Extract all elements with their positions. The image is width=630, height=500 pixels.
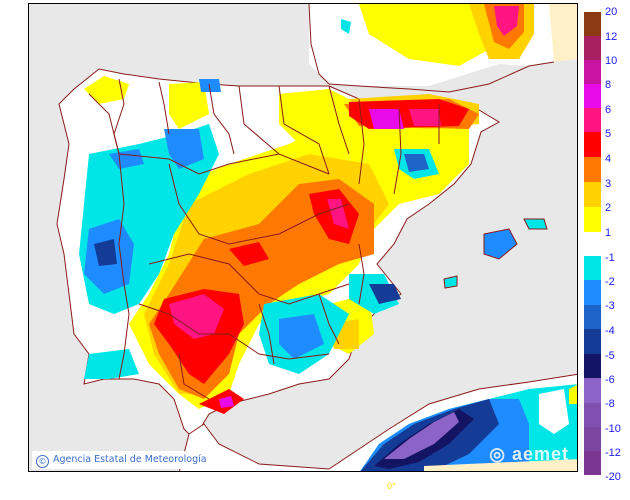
legend-swatch xyxy=(584,36,601,60)
color-legend: 20 12 10 8 6 5 4 3 2 1 -1 -2 -3 -4 -5 -6… xyxy=(582,0,630,500)
credit-label: © Agencia Estatal de Meteorología xyxy=(32,451,211,469)
legend-swatch xyxy=(584,378,601,403)
ibiza xyxy=(443,275,458,289)
legend-label: -12 xyxy=(605,447,621,459)
legend-swatch xyxy=(584,427,601,451)
legend-swatch xyxy=(584,182,601,207)
legend-swatch xyxy=(584,354,601,378)
legend-label: 4 xyxy=(605,153,612,165)
legend-label: -3 xyxy=(605,300,615,312)
legend-label: 6 xyxy=(605,104,612,116)
legend-swatch xyxy=(584,305,601,329)
legend-label: 2 xyxy=(605,202,612,214)
legend-swatch xyxy=(584,60,601,84)
legend-swatch xyxy=(584,451,601,475)
legend-label: -6 xyxy=(605,374,615,386)
aemet-watermark: ◎ aemet xyxy=(489,444,569,464)
legend-swatch xyxy=(584,280,601,305)
mallorca xyxy=(483,228,518,260)
portugal-border xyxy=(88,93,130,380)
legend-label: -5 xyxy=(605,350,615,362)
legend-label: -4 xyxy=(605,325,615,337)
legend-swatch xyxy=(584,12,601,36)
legend-label: 1 xyxy=(605,227,612,239)
legend-swatch xyxy=(584,108,601,132)
legend-label: 8 xyxy=(605,79,612,91)
iberia-anomaly-map xyxy=(56,4,577,471)
copyright-icon: © xyxy=(36,455,49,468)
legend-label: -20 xyxy=(605,471,621,483)
legend-swatch xyxy=(584,132,601,157)
legend-label: -8 xyxy=(605,398,615,410)
legend-label: 5 xyxy=(605,128,612,140)
legend-swatch xyxy=(584,157,601,182)
longitude-label: 0° xyxy=(387,481,396,491)
legend-swatch xyxy=(584,403,601,427)
legend-label: -1 xyxy=(605,252,615,264)
legend-label: -2 xyxy=(605,276,615,288)
legend-label: 12 xyxy=(605,31,618,43)
legend-label: 10 xyxy=(605,55,618,67)
aemet-logo-icon: ◎ xyxy=(489,444,512,464)
legend-swatch xyxy=(584,207,601,232)
france-border xyxy=(328,61,555,93)
menorca xyxy=(523,218,548,230)
legend-label: 3 xyxy=(605,178,612,190)
legend-swatch xyxy=(584,256,601,280)
region-borders xyxy=(113,78,440,400)
legend-swatch xyxy=(584,84,601,108)
legend-swatch xyxy=(584,329,601,354)
credit-text: Agencia Estatal de Meteorología xyxy=(53,454,207,465)
legend-label: 20 xyxy=(605,6,618,18)
legend-label: -10 xyxy=(605,423,621,435)
map-frame[interactable]: © Agencia Estatal de Meteorología ◎ aemet xyxy=(28,3,578,472)
